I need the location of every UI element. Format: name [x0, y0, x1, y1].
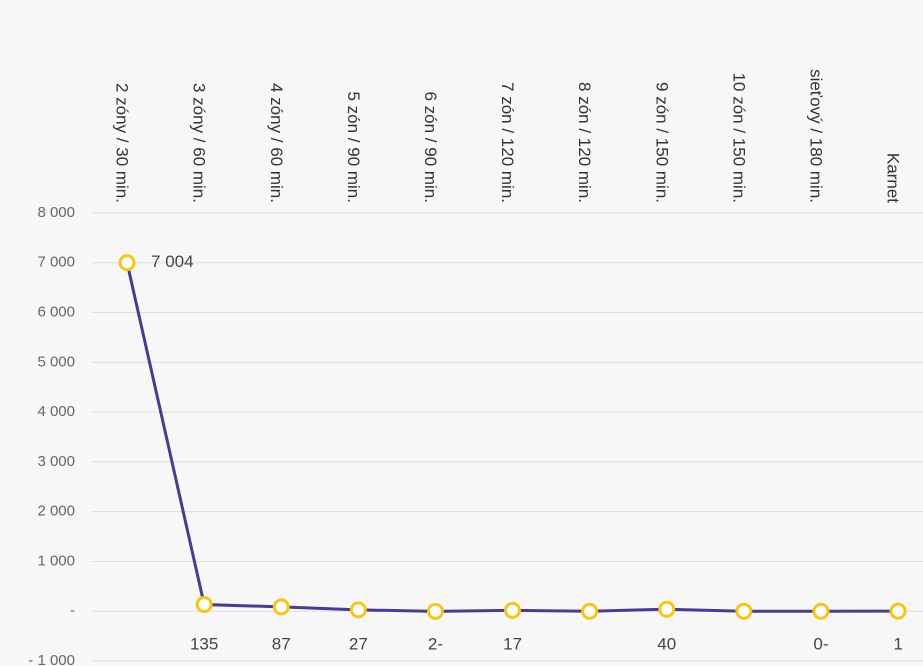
y-tick-label: 4 000	[37, 403, 75, 420]
x-tick-label: 4 zóny / 60 min.	[267, 83, 286, 203]
y-tick-label: 6 000	[37, 304, 75, 321]
x-tick-label: 6 zón / 90 min.	[421, 91, 440, 203]
y-tick-label: 5 000	[37, 353, 75, 370]
y-tick-label: -	[70, 602, 75, 619]
point-marker	[349, 601, 367, 619]
value-label: 135	[190, 634, 218, 653]
x-tick-label: 10 zón / 150 min.	[729, 73, 748, 203]
y-tick-label: 8 000	[37, 204, 75, 221]
y-tick-label: 7 000	[37, 254, 75, 271]
value-label: 0-	[813, 634, 828, 653]
point-marker	[504, 601, 522, 619]
point-marker	[735, 602, 753, 620]
y-tick-label: 1 000	[37, 552, 75, 569]
x-tick-label: 7 zón / 120 min.	[498, 82, 517, 203]
point-marker	[272, 598, 290, 616]
y-tick-label: 2 000	[37, 503, 75, 520]
value-label: 27	[349, 634, 368, 653]
x-tick-label: 3 zóny / 60 min.	[190, 83, 209, 203]
value-label: 1	[893, 634, 902, 653]
x-tick-label: sieťový / 180 min.	[806, 69, 825, 203]
value-label: 87	[272, 634, 291, 653]
point-marker	[658, 600, 676, 618]
value-label: 2-	[428, 634, 443, 653]
x-tick-label: Karnet	[884, 153, 903, 203]
point-marker	[581, 602, 599, 620]
series-line	[125, 262, 899, 613]
y-tick-label: - 1 000	[28, 652, 75, 666]
y-tick-label: 3 000	[37, 453, 75, 470]
x-tick-label: 9 zón / 150 min.	[652, 82, 671, 203]
value-label: 17	[503, 634, 522, 653]
point-marker	[195, 596, 213, 614]
point-marker	[812, 602, 830, 620]
x-tick-label: 8 zón / 120 min.	[575, 82, 594, 203]
point-marker	[426, 602, 444, 620]
value-label: 40	[657, 634, 676, 653]
point-marker	[118, 254, 136, 272]
x-tick-label: 2 zóny / 30 min.	[113, 83, 132, 203]
value-label: 7 004	[151, 252, 194, 271]
x-tick-label: 5 zón / 90 min.	[344, 91, 363, 203]
point-marker	[889, 602, 907, 620]
